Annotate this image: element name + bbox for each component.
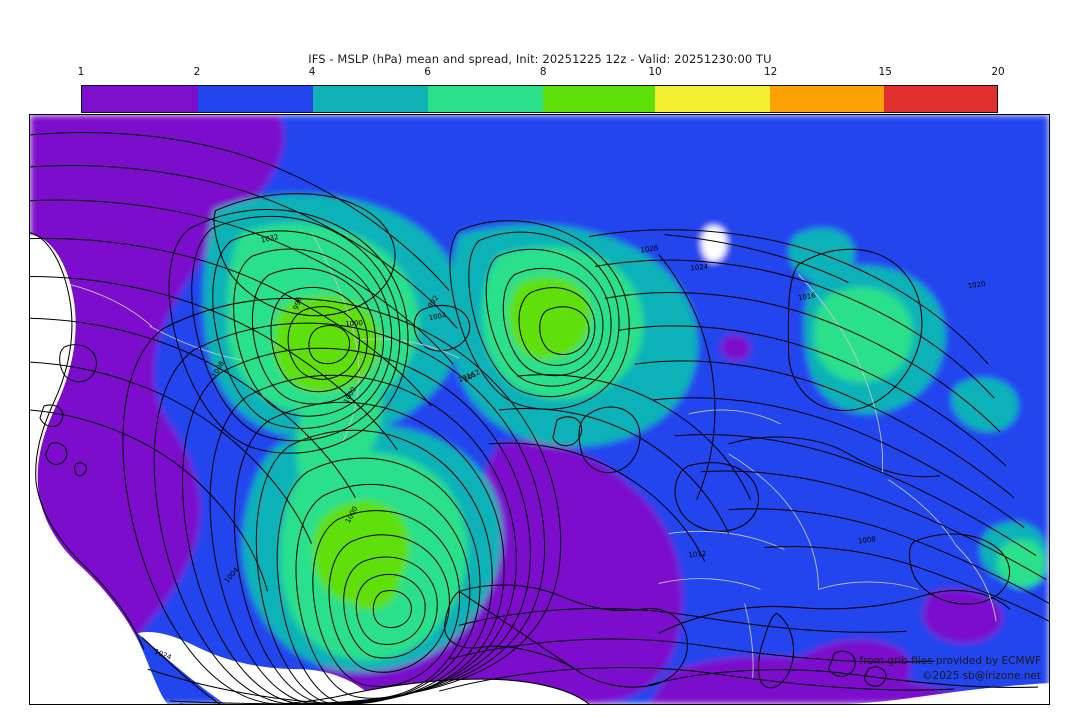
colorbar-tick: 1 [77, 66, 85, 78]
svg-text:1008: 1008 [858, 535, 877, 545]
colorbar-tick: 10 [648, 66, 662, 78]
svg-text:1028: 1028 [640, 244, 659, 254]
spread-gap [701, 225, 727, 262]
colorbar-tick: 4 [308, 66, 316, 78]
colorbar-tick: 20 [991, 66, 1005, 78]
map-panel[interactable]: 1032 1028 1024 1000 996 1008 1004 1012 1… [29, 114, 1050, 705]
spread-field [30, 115, 1049, 704]
colorbar-tick: 8 [539, 66, 547, 78]
spread-band-1-2 [30, 115, 1045, 704]
mslp-spread-map: 1032 1028 1024 1000 996 1008 1004 1012 1… [30, 115, 1049, 704]
colorbar-band-2-4 [197, 86, 313, 112]
colorbar-tick-labels: 1 2 4 6 8 10 12 15 20 [77, 65, 1005, 81]
spread-band-8-10 [273, 276, 591, 611]
svg-text:1004: 1004 [428, 311, 447, 322]
svg-text:1032: 1032 [260, 233, 279, 245]
colorbar-band-8-10 [543, 86, 655, 112]
colorbar-tick: 2 [193, 66, 201, 78]
colorbar-band-10-12 [654, 86, 771, 112]
svg-text:1012: 1012 [688, 550, 707, 560]
colorbar-band-12-15 [770, 86, 885, 112]
colorbar-band-4-6 [312, 86, 428, 112]
svg-text:1000: 1000 [345, 319, 363, 328]
colorbar-tick: 6 [424, 66, 431, 78]
svg-text:1016: 1016 [797, 291, 816, 302]
svg-text:1020: 1020 [967, 280, 986, 290]
colorbar-band-1-2 [82, 86, 198, 112]
colorbar-bands [81, 85, 998, 113]
colorbar-band-6-8 [427, 86, 544, 112]
svg-text:1024: 1024 [690, 263, 709, 273]
colorbar-tick: 12 [763, 66, 778, 78]
colorbar-band-15-20 [884, 86, 997, 112]
colorbar-tick: 15 [878, 66, 892, 78]
mslp-isobars [30, 132, 1049, 704]
page-title: IFS - MSLP (hPa) mean and spread, Init: … [308, 52, 772, 66]
colorbar: 1 2 4 6 8 10 12 15 20 [78, 66, 1005, 113]
